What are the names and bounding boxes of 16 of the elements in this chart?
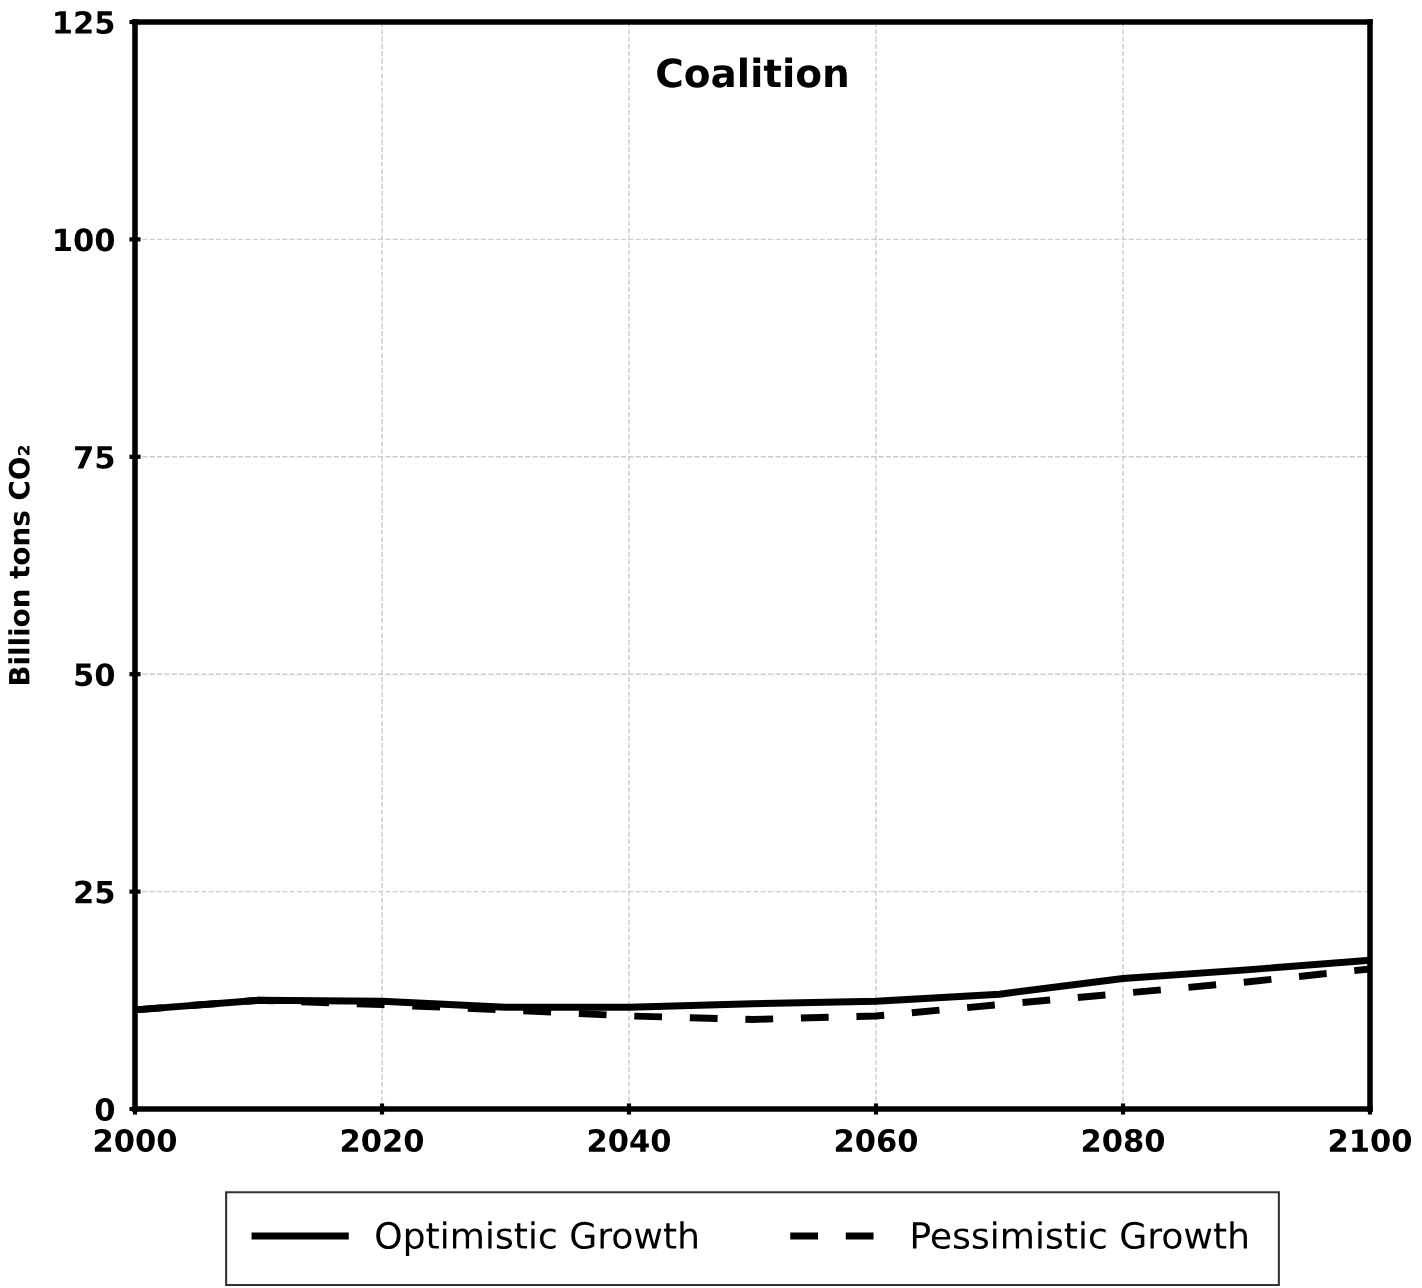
x-tick-label: 2060 [835,1128,918,1153]
legend-label: Pessimistic Growth [912,1221,1247,1250]
x-tick-label: 2100 [1329,1128,1412,1153]
y-tick-label: 50 [75,663,115,687]
x-tick-label: 2020 [341,1128,424,1153]
y-tick-label: 125 [55,10,114,35]
y-tick-label: 100 [55,228,115,252]
x-tick-label: 2080 [1082,1128,1165,1153]
text: Coalition [657,57,847,88]
y-tick-label: 25 [75,880,114,904]
x-tick-label: 2040 [588,1128,671,1153]
y-tick-label: 0 [95,1097,115,1122]
y-tick-label: 75 [75,446,114,469]
x-tick-label: 2000 [94,1128,177,1153]
y-axis-title: Billion tons CO₂ [8,445,30,685]
legend-label: Optimistic Growth [376,1221,697,1257]
